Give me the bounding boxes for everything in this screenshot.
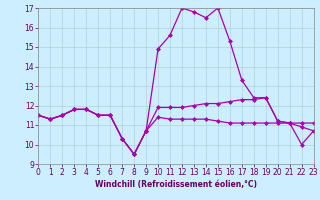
X-axis label: Windchill (Refroidissement éolien,°C): Windchill (Refroidissement éolien,°C) [95, 180, 257, 189]
